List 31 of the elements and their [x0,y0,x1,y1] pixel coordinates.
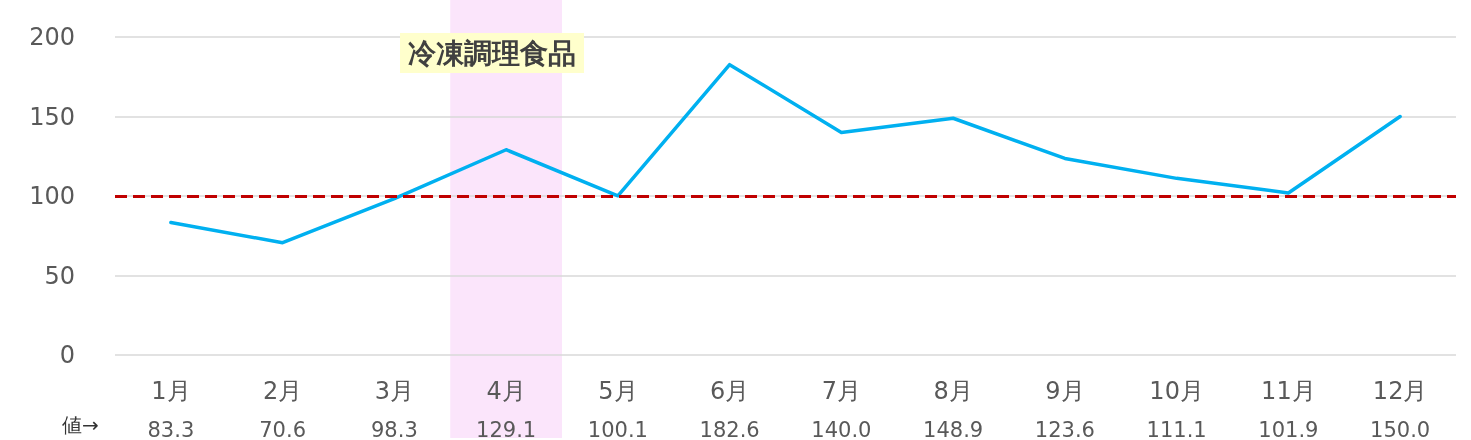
data-label: 140.0 [811,417,872,440]
data-label: 101.9 [1258,417,1319,440]
x-tick-label: 1月 [151,377,191,405]
data-label: 129.1 [476,417,537,440]
text: 値→ [62,413,99,437]
x-tick-label: 12月 [1372,377,1428,405]
data-label: 111.1 [1146,417,1207,440]
y-tick-label: 150 [29,102,75,131]
x-tick-label: 9月 [1045,377,1085,405]
data-label: 83.3 [147,417,195,440]
data-label: 100.1 [587,417,648,440]
x-tick-label: 2月 [262,377,303,405]
data-label: 123.6 [1034,417,1095,440]
x-tick-label: 5月 [598,377,638,405]
y-tick-label: 200 [29,23,75,51]
x-tick-label: 7月 [821,377,862,405]
data-label: 182.6 [699,417,760,440]
x-tick-label: 10月 [1149,377,1204,405]
data-label: 150.0 [1370,417,1431,440]
y-tick-label: 0 [59,341,75,369]
y-tick-label: 100 [29,182,75,210]
x-tick-label: 4月 [486,377,526,405]
x-tick-label: 11月 [1261,377,1316,405]
data-label: 70.6 [259,417,307,440]
data-label: 148.9 [923,417,984,440]
y-tick-label: 50 [44,261,75,290]
x-tick-label: 3月 [374,377,415,405]
data-label: 98.3 [370,417,418,440]
x-tick-label: 6月 [709,377,750,405]
chart-title: 冷凍調理食品 [408,36,576,70]
x-tick-label: 8月 [933,377,973,405]
